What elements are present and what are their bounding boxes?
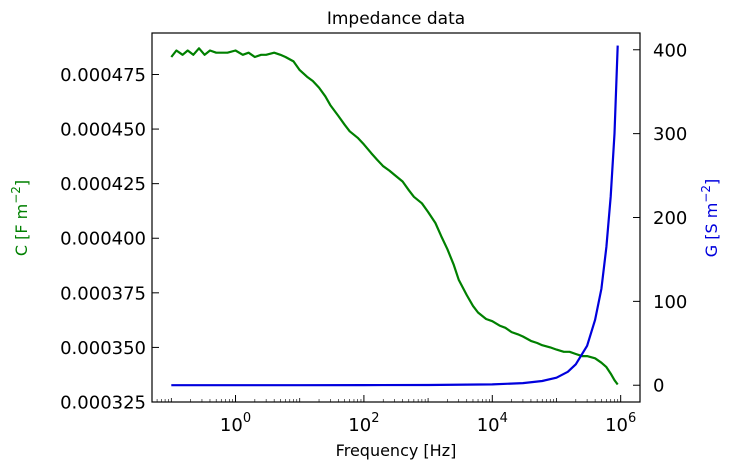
x-tick-label: 106 [605,411,636,436]
x-axis: 100 102 104 106 [151,395,641,436]
plot-lines [170,45,619,387]
capacitance-series-line [170,47,619,386]
left-y-tick-label: 0.000375 [60,283,146,304]
left-y-axis-label: C [F m−2] [9,180,31,256]
right-y-tick-label: 400 [653,40,687,61]
left-y-tick-label: 0.000350 [60,338,146,359]
right-y-label-main: G [S m [702,203,721,258]
right-y-tick-label: 0 [653,376,664,397]
chart-title: Impedance data [327,9,465,29]
left-y-label-close: ] [12,180,31,186]
conductance-series-line [171,45,619,387]
left-y-label-main: C [F m [12,204,31,256]
left-y-tick-label: 0.000475 [60,65,146,86]
plot-frame [151,32,641,403]
right-y-label-close: ] [702,179,721,185]
left-y-axis: 0.000325 0.000350 0.000375 0.000400 0.000425… [60,65,159,414]
x-axis-label: Frequency [Hz] [336,441,457,460]
right-y-tick-label: 100 [653,292,687,313]
right-y-axis-label: G [S m−2] [699,179,721,258]
x-tick-label: 104 [477,411,508,436]
x-tick-label: 100 [220,411,251,436]
left-y-tick-label: 0.000450 [60,120,146,141]
left-y-tick-label: 0.000400 [60,229,146,250]
left-y-tick-label: 0.000425 [60,174,146,195]
right-y-axis: 0 100 200 300 400 [633,40,687,397]
right-y-label-exponent: −2 [699,185,713,203]
right-y-tick-label: 200 [653,208,687,229]
x-tick-label: 102 [348,411,379,436]
right-y-tick-label: 300 [653,124,687,145]
left-y-tick-label: 0.000325 [60,393,146,414]
left-y-label-exponent: −2 [9,186,23,204]
